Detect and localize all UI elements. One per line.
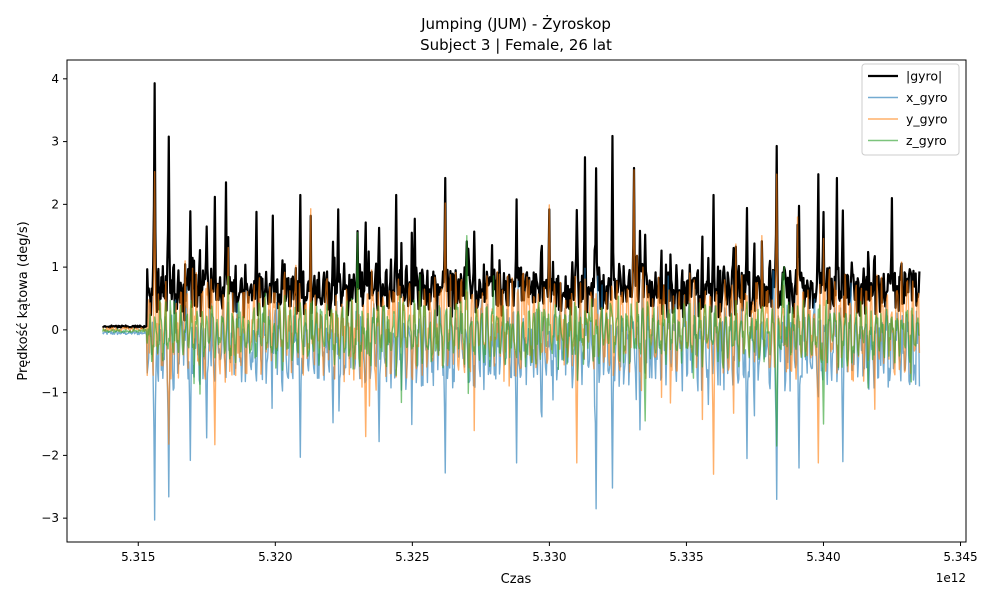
- x-tick-label: 5.325: [395, 550, 429, 564]
- x-tick-label: 5.340: [806, 550, 840, 564]
- series-line-z_gyro: [101, 231, 920, 447]
- y-tick-label: −1: [41, 386, 59, 400]
- x-tick-label: 5.345: [943, 550, 977, 564]
- series-layer: [101, 82, 921, 521]
- y-tick-label: −3: [41, 511, 59, 525]
- y-tick-label: 0: [51, 323, 59, 337]
- y-tick-label: 2: [51, 197, 59, 211]
- x-tick-label: 5.315: [121, 550, 155, 564]
- x-tick-label: 5.335: [669, 550, 703, 564]
- legend: |gyro| x_gyro y_gyro z_gyro: [861, 63, 960, 156]
- legend-entry: x_gyro: [906, 90, 948, 105]
- y-tick-label: 1: [51, 260, 59, 274]
- legend-frame: [861, 63, 960, 156]
- x-tick-label: 5.320: [258, 550, 292, 564]
- y-axis-label: Prędkość kątowa (deg/s): [16, 221, 31, 380]
- y-tick-label: 3: [51, 135, 59, 149]
- y-axis: −3 −2 −1 0 1 2 3 4: [41, 72, 67, 525]
- x-axis: 5.315 5.320 5.325 5.330 5.335 5.340 5.345: [121, 542, 978, 564]
- x-tick-label: 5.330: [532, 550, 566, 564]
- x-offset-label: 1e12: [936, 571, 966, 585]
- legend-entry: z_gyro: [906, 133, 947, 148]
- legend-entry: |gyro|: [906, 69, 942, 84]
- x-axis-label: Czas: [501, 572, 532, 587]
- plot-frame: [66, 59, 967, 543]
- y-tick-label: 4: [51, 72, 59, 86]
- legend-entry: y_gyro: [906, 112, 948, 127]
- y-tick-label: −2: [41, 448, 59, 462]
- series-line-x_gyro: [102, 267, 921, 521]
- chart-subtitle: Subject 3 | Female, 26 lat: [420, 36, 612, 54]
- chart-title: Jumping (JUM) - Żyroskop: [420, 14, 611, 33]
